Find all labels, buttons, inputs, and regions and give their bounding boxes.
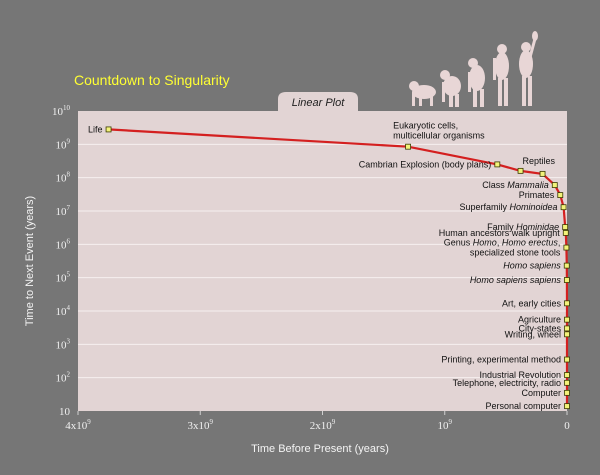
chart-subtitle: Linear Plot xyxy=(292,97,346,109)
data-point-17 xyxy=(564,357,569,362)
x-axis-label: Time Before Present (years) xyxy=(251,443,389,455)
y-tick-label-5: 105 xyxy=(56,271,71,285)
data-label-11: Homo sapiens xyxy=(503,261,561,271)
y-tick-label-6: 104 xyxy=(56,304,71,318)
data-point-2 xyxy=(495,162,500,167)
chart-title: Countdown to Singularity xyxy=(74,72,230,88)
data-label-13: Art, early cities xyxy=(502,298,562,308)
data-point-0 xyxy=(106,127,111,132)
y-tick-label-4: 106 xyxy=(56,237,71,251)
data-label-0: Life xyxy=(88,124,103,134)
evolution-silhouettes-icon xyxy=(409,31,538,107)
data-point-6 xyxy=(558,193,563,198)
data-point-20 xyxy=(565,390,570,395)
data-point-19 xyxy=(564,380,569,385)
data-label-21: Personal computer xyxy=(485,401,561,411)
data-label-16: Writing, wheel xyxy=(505,329,561,339)
y-tick-label-3: 107 xyxy=(56,204,71,218)
data-label-12: Homo sapiens sapiens xyxy=(470,275,562,285)
y-tick-labels: 1010 109 108 107 106 105 104 103 102 10 xyxy=(52,104,71,418)
y-tick-label-9: 10 xyxy=(59,406,71,418)
data-label-3: Reptiles xyxy=(523,156,556,166)
data-label-17: Printing, experimental method xyxy=(441,355,561,365)
y-axis-label: Time to Next Event (years) xyxy=(24,196,36,326)
data-label-20: Computer xyxy=(521,388,561,398)
x-tick-label-3: 109 xyxy=(438,418,453,432)
y-tick-label-7: 103 xyxy=(56,337,71,351)
y-tick-label-2: 108 xyxy=(56,171,71,185)
data-label-2: Cambrian Explosion (body plans) xyxy=(359,159,492,169)
data-label-19: Telephone, electricity, radio xyxy=(453,378,561,388)
data-point-10 xyxy=(564,245,569,250)
data-point-7 xyxy=(561,205,566,210)
data-point-8 xyxy=(563,225,568,230)
x-tick-label-0: 4x109 xyxy=(65,418,91,432)
y-tick-label-0: 1010 xyxy=(52,104,71,118)
plot-area xyxy=(78,111,567,411)
data-point-11 xyxy=(564,263,569,268)
y-tick-label-8: 102 xyxy=(56,371,71,385)
data-point-4 xyxy=(540,171,545,176)
data-label-6: Primates xyxy=(519,190,555,200)
data-label-9: Human ancestors walk upright xyxy=(439,228,561,238)
x-tick-label-4: 0 xyxy=(564,420,570,432)
data-point-3 xyxy=(518,168,523,173)
data-point-12 xyxy=(564,278,569,283)
x-tick-labels: 4x109 3x109 2x109 109 0 xyxy=(65,411,570,432)
data-point-16 xyxy=(564,332,569,337)
data-point-14 xyxy=(564,317,569,322)
data-point-5 xyxy=(552,183,557,188)
data-point-13 xyxy=(564,301,569,306)
data-point-15 xyxy=(564,326,569,331)
y-tick-label-1: 109 xyxy=(56,137,71,151)
data-point-21 xyxy=(565,404,570,409)
data-point-18 xyxy=(564,373,569,378)
data-label-5: Class Mammalia xyxy=(482,180,549,190)
x-tick-label-2: 2x109 xyxy=(310,418,336,432)
data-point-1 xyxy=(406,144,411,149)
data-point-9 xyxy=(563,230,568,235)
data-label-7: Superfamily Hominoidea xyxy=(460,202,558,212)
x-tick-label-1: 3x109 xyxy=(188,418,214,432)
